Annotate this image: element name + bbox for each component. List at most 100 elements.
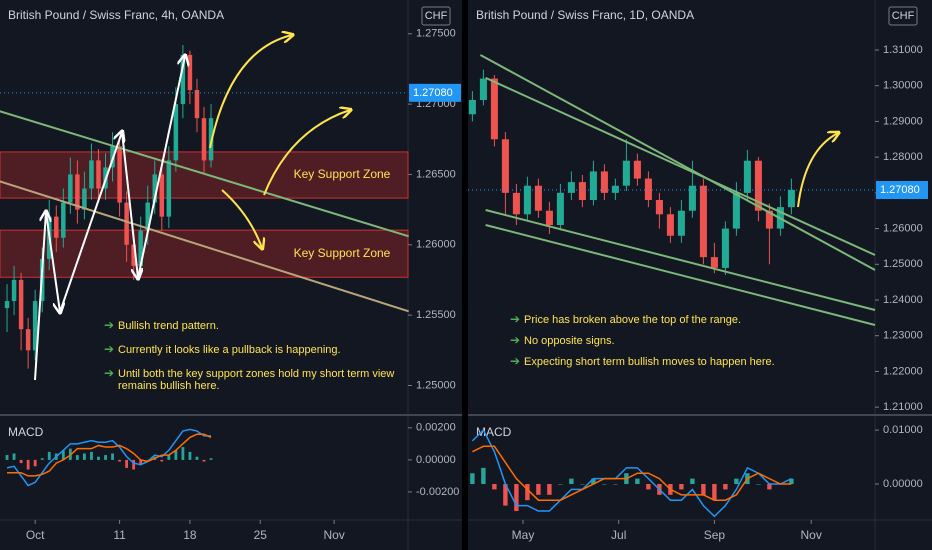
macd-histogram-bar bbox=[167, 455, 171, 460]
candle-body bbox=[490, 78, 498, 140]
candle-body bbox=[666, 214, 674, 236]
y-tick-label: 1.26500 bbox=[416, 168, 456, 180]
macd-histogram-bar bbox=[470, 473, 475, 485]
x-tick-label: 25 bbox=[254, 528, 268, 542]
note-text: No opposite signs. bbox=[524, 335, 615, 347]
candle-body bbox=[159, 174, 165, 217]
note-text: Currently it looks like a pullback is ha… bbox=[118, 344, 341, 356]
macd-histogram-bar bbox=[202, 459, 206, 462]
candle-body bbox=[96, 160, 101, 189]
candle-body bbox=[545, 210, 553, 225]
candle-body bbox=[578, 182, 586, 200]
note-bullet: ➔ bbox=[510, 354, 520, 368]
y-tick-label: 0.00000 bbox=[883, 478, 923, 490]
note-text: Bullish trend pattern. bbox=[118, 320, 219, 332]
x-tick-label: Nov bbox=[323, 528, 344, 542]
note-text: Expecting short term bullish moves to ha… bbox=[524, 356, 775, 368]
currency-label: CHF bbox=[425, 10, 448, 22]
note-bullet: ➔ bbox=[510, 312, 520, 326]
macd-histogram-bar bbox=[789, 478, 794, 485]
macd-histogram-bar bbox=[635, 478, 640, 485]
macd-line bbox=[7, 433, 212, 477]
macd-histogram-bar bbox=[26, 459, 30, 470]
candle-body bbox=[589, 171, 597, 200]
candle-body bbox=[721, 228, 729, 268]
macd-histogram-bar bbox=[613, 484, 618, 485]
candle-body bbox=[117, 146, 122, 203]
note-bullet: ➔ bbox=[104, 342, 114, 356]
note-text: Price has broken above the top of the ra… bbox=[524, 314, 741, 326]
y-tick-label: 1.31000 bbox=[883, 44, 923, 56]
macd-histogram-bar bbox=[646, 484, 651, 490]
candle-body bbox=[523, 185, 531, 215]
macd-histogram-bar bbox=[125, 459, 129, 468]
candle-body bbox=[787, 190, 795, 208]
macd-histogram-bar bbox=[181, 447, 185, 460]
x-tick-label: 18 bbox=[183, 528, 197, 542]
candle-body bbox=[166, 160, 172, 217]
note-bullet: ➔ bbox=[104, 318, 114, 332]
candle-body bbox=[556, 192, 564, 225]
candle-body bbox=[567, 182, 575, 193]
y-tick-label: 1.26000 bbox=[883, 222, 923, 234]
candle-body bbox=[732, 192, 740, 229]
drawings bbox=[34, 35, 838, 381]
macd-histogram-bar bbox=[767, 484, 772, 490]
y-tick-label: 1.22000 bbox=[883, 365, 923, 377]
arrow bbox=[263, 110, 350, 196]
macd-histogram-bar bbox=[492, 484, 497, 490]
macd-histogram-bar bbox=[558, 484, 563, 485]
note-bullet: ➔ bbox=[104, 366, 114, 380]
macd-histogram-bar bbox=[547, 484, 552, 495]
macd-histogram-bar bbox=[514, 484, 519, 511]
macd-histogram-bar bbox=[104, 455, 107, 460]
panel-background bbox=[468, 0, 932, 550]
candle-body bbox=[622, 160, 630, 186]
macd-histogram-bar bbox=[83, 453, 86, 460]
candle-body bbox=[61, 202, 66, 238]
chart-title: British Pound / Swiss Franc, 4h, OANDA bbox=[8, 8, 224, 22]
arrow bbox=[59, 132, 122, 313]
zone-label: Key Support Zone bbox=[294, 246, 391, 260]
arrow bbox=[45, 211, 60, 312]
zone-label: Key Support Zone bbox=[294, 167, 391, 181]
y-tick-label: 1.26000 bbox=[416, 239, 456, 251]
arrow bbox=[221, 189, 262, 248]
candle-body bbox=[138, 230, 143, 266]
candle-body bbox=[655, 200, 663, 215]
currency-box bbox=[888, 6, 918, 26]
candle-body bbox=[479, 78, 487, 100]
macd-histogram-bar bbox=[118, 459, 121, 462]
candle-body bbox=[633, 160, 641, 179]
x-tick-label: Nov bbox=[801, 528, 822, 542]
macd-histogram-bar bbox=[712, 484, 717, 501]
macd-histogram-bar bbox=[734, 478, 739, 485]
arrow bbox=[137, 56, 185, 279]
candle-body bbox=[600, 171, 608, 193]
candle-body bbox=[765, 210, 773, 229]
currency-label: CHF bbox=[892, 10, 915, 22]
macd-histogram-bar bbox=[602, 484, 607, 485]
candle-body bbox=[201, 118, 207, 161]
macd-histogram-bar bbox=[701, 484, 706, 495]
candle-body bbox=[699, 185, 707, 258]
chart-title: British Pound / Swiss Franc, 1D, OANDA bbox=[476, 8, 694, 22]
macd-histogram-bar bbox=[591, 478, 596, 485]
macd-histogram-bar bbox=[195, 456, 199, 460]
y-tick-label: -0.00200 bbox=[416, 486, 459, 498]
candle-body bbox=[512, 192, 520, 215]
trendline bbox=[479, 54, 876, 271]
note-text: Until both the key support zones hold my… bbox=[118, 368, 394, 380]
support-zone bbox=[0, 229, 409, 278]
macd-histogram-bar bbox=[33, 459, 37, 467]
y-tick-label: 1.25500 bbox=[416, 309, 456, 321]
candle-body bbox=[152, 174, 158, 203]
candle-body bbox=[131, 244, 136, 266]
candle-body bbox=[32, 301, 38, 351]
y-tick-label: 0.01000 bbox=[883, 424, 923, 436]
arrow bbox=[797, 133, 838, 208]
macd-histogram-bar bbox=[75, 455, 79, 460]
candle-body bbox=[11, 279, 17, 302]
